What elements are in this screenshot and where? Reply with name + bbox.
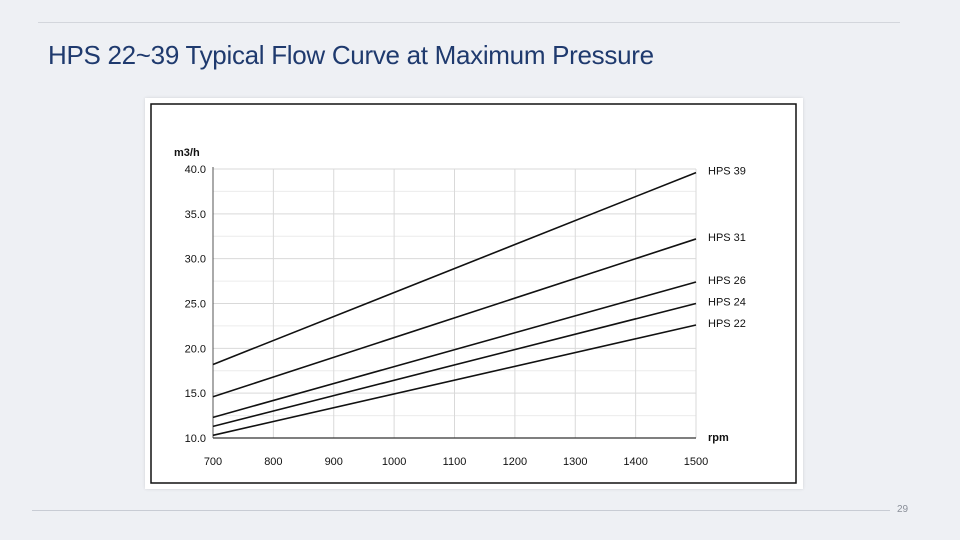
series-line [212,281,697,419]
series-line [212,302,697,428]
x-tick-label: 900 [325,456,343,468]
y-tick-label: 25.0 [185,299,206,311]
bottom-divider [32,510,890,511]
x-tick-label: 700 [204,456,222,468]
series-line [212,324,697,437]
y-tick-label: 10.0 [185,433,206,445]
x-tick-label: 1100 [443,456,467,468]
x-tick-label: 800 [264,456,282,468]
x-tick-label: 1300 [563,456,587,468]
y-tick-label: 20.0 [185,343,206,355]
x-tick-label: 1200 [503,456,527,468]
series-line [212,238,697,398]
series-label: HPS 26 [708,275,746,287]
x-tick-label: 1400 [623,456,647,468]
y-tick-label: 35.0 [185,209,206,221]
x-tick-label: 1000 [382,456,406,468]
slide-title: HPS 22~39 Typical Flow Curve at Maximum … [48,40,654,70]
x-tick-label: 1500 [684,456,708,468]
y-axis-label: m3/h [174,147,200,159]
series-label: HPS 39 [708,166,746,178]
series-label: HPS 31 [708,232,746,244]
y-tick-label: 15.0 [185,388,206,400]
series-label: HPS 24 [708,297,746,309]
series-line [212,171,697,366]
chart-container: 10.0 15.0 20.0 25.0 30.0 35.0 40.0 700 800 900 100… [145,98,803,489]
page-number: 29 [897,504,909,515]
y-tick-label: 40.0 [185,164,206,176]
y-tick-label: 30.0 [185,254,206,266]
flow-curve-chart: 10.0 15.0 20.0 25.0 30.0 35.0 40.0 700 800 900 100… [150,103,797,484]
top-divider [38,22,900,23]
x-axis-label: rpm [708,432,729,444]
chart-frame [150,103,797,484]
series-label: HPS 22 [708,318,746,330]
